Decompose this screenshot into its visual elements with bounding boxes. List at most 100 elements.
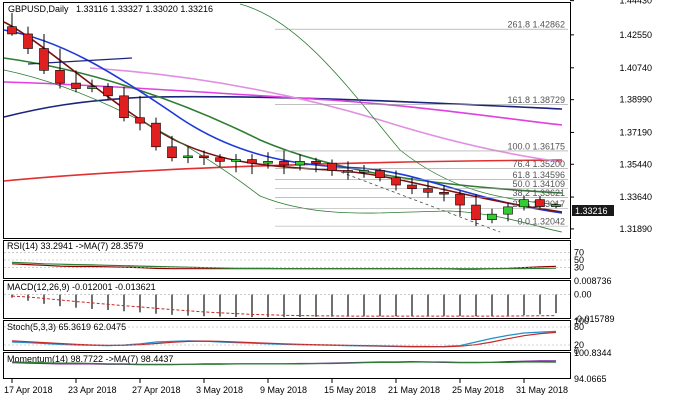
fib-label-6: 38.2 1.33621	[512, 188, 565, 198]
candle-21	[343, 161, 353, 180]
time-axis: 17 Apr 2018 23 Apr 2018 27 Apr 2018 3 May 2…	[4, 379, 568, 395]
candle-body-18	[295, 161, 305, 166]
fib-label-8: 0.0 1.32042	[517, 217, 565, 227]
candle-body-13	[215, 157, 225, 162]
price-panel-frame	[3, 2, 571, 239]
candle-body-2	[39, 48, 49, 71]
candle-8	[135, 95, 145, 131]
candle-20	[327, 159, 337, 176]
candle-14	[231, 154, 241, 173]
stoch-tick-label-1: 80	[574, 322, 584, 332]
price-tick-label-4: 1.37190	[619, 127, 652, 137]
momentum-panel: Momentum(14) 98.7722 ->MA(7) 98.4437	[7, 354, 557, 366]
candle-body-29	[471, 204, 481, 220]
fib-levels: 261.8 1.42862 161.8 1.38729 100.0 1.36175 7…	[275, 20, 568, 227]
candle-body-0	[7, 26, 17, 35]
candle-body-3	[55, 70, 65, 84]
price-tick-label-5: 1.35440	[619, 159, 652, 169]
candle-body-5	[87, 86, 97, 89]
candle-22	[359, 165, 369, 178]
candle-0	[7, 12, 17, 36]
stoch-panel: Stoch(5,3,3) 65.3619 62.0475	[4, 322, 570, 348]
candle-2	[39, 33, 49, 74]
fib-label-0: 261.8 1.42862	[507, 20, 565, 30]
candle-29	[471, 194, 481, 227]
candle-body-32	[519, 199, 529, 208]
momentum-tick-label-0: 100.8344	[574, 348, 612, 358]
ma-line-green	[3, 57, 563, 194]
candle-body-22	[359, 170, 369, 173]
macd-label: MACD(12,26,9) -0.012001 -0.013621	[7, 282, 156, 292]
candle-15	[247, 154, 257, 175]
macd-tick-label-2: -0.015789	[574, 314, 615, 324]
current-price-label: 1.33216	[575, 206, 608, 216]
candle-18	[295, 154, 305, 171]
rsi-tick-label-2: 30	[574, 263, 584, 273]
price-axis: 1.44430 1.42550 1.40740 1.38990 1.37190 1.354…	[570, 0, 652, 234]
macd-panel: MACD(12,26,9) -0.012001 -0.013621	[4, 282, 570, 318]
price-tick-label-0: 1.44430	[619, 0, 652, 6]
candle-32	[519, 195, 529, 211]
candle-11	[183, 146, 193, 164]
rsi-panel: RSI(14) 33.2941 ->MA(7) 28.3579	[4, 241, 570, 270]
macd-signal-line	[11, 295, 557, 317]
candle-13	[215, 154, 225, 167]
candle-30	[487, 208, 497, 224]
time-tick-label-7: 25 May 2018	[452, 385, 504, 395]
candle-3	[55, 48, 65, 89]
fib-label-3: 76.4 1.35200	[512, 159, 565, 169]
stoch-label: Stoch(5,3,3) 65.3619 62.0475	[7, 322, 126, 332]
candle-31	[503, 203, 513, 222]
fib-label-1: 161.8 1.38729	[507, 95, 565, 105]
momentum-label: Momentum(14) 98.7722 ->MA(7) 98.4437	[7, 354, 173, 364]
ma-line-violet	[89, 67, 563, 163]
candle-body-7	[119, 95, 129, 118]
time-tick-label-5: 15 May 2018	[324, 385, 376, 395]
candle-1	[23, 26, 33, 54]
rsi-tick-label-0: 70	[574, 247, 584, 257]
candle-body-10	[167, 146, 177, 159]
candle-17	[279, 150, 289, 175]
price-tick-label-7: 1.31890	[619, 224, 652, 234]
fib-label-4: 61.8 1.34596	[512, 170, 565, 180]
candle-body-1	[23, 33, 33, 49]
candle-body-8	[135, 117, 145, 124]
candle-body-19	[311, 161, 321, 164]
candle-9	[151, 117, 161, 151]
candle-body-23	[375, 170, 385, 179]
time-tick-label-6: 21 May 2018	[388, 385, 440, 395]
candle-33	[535, 195, 545, 209]
time-tick-label-0: 17 Apr 2018	[4, 385, 53, 395]
candle-body-28	[455, 193, 465, 206]
time-tick-label-8: 31 May 2018	[516, 385, 568, 395]
ohlc-label: 1.33116 1.33327 1.33020 1.33216	[76, 4, 213, 14]
candle-body-12	[199, 155, 209, 159]
candle-body-24	[391, 177, 401, 186]
candle-10	[167, 135, 177, 162]
candle-body-31	[503, 206, 513, 215]
price-tick-label-6: 1.33640	[619, 192, 652, 202]
stoch-panel-frame	[3, 320, 571, 351]
candle-12	[199, 150, 209, 166]
candle-25	[407, 177, 417, 195]
rsi-series-1	[11, 261, 557, 270]
ma-line-blue	[3, 29, 563, 214]
candles-group	[7, 12, 561, 227]
candle-body-15	[247, 159, 257, 164]
macd-tick-label-1: 0.00	[574, 290, 592, 300]
candle-body-4	[71, 82, 81, 89]
candle-body-26	[423, 188, 433, 193]
candle-24	[391, 170, 401, 191]
candle-body-34	[551, 204, 561, 207]
stoch-tick-label-0: 100	[574, 316, 589, 326]
candle-body-11	[183, 155, 193, 159]
candle-body-27	[439, 192, 449, 195]
stoch-series-1	[11, 331, 557, 348]
candle-body-14	[231, 159, 241, 162]
price-tick-label-2: 1.40740	[619, 63, 652, 73]
candle-5	[87, 79, 97, 93]
candle-body-6	[103, 86, 113, 97]
rsi-panel-frame	[3, 240, 571, 279]
